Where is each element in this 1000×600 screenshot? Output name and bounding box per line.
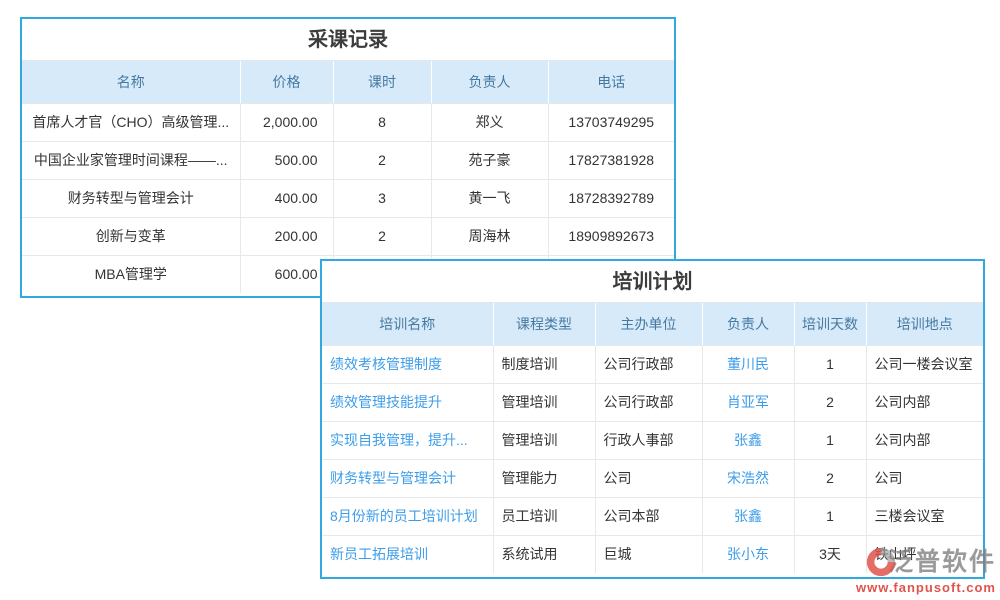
cell-name: 中国企业家管理时间课程——... [22, 141, 240, 180]
cell-location: 三楼会议室 [865, 497, 983, 536]
cell-course-type: 管理培训 [492, 421, 595, 460]
cell-price: 500.00 [239, 141, 333, 180]
cell-location: 公司内部 [865, 383, 983, 422]
col-header-days: 培训天数 [793, 303, 866, 346]
cell-owner: 黄一飞 [430, 179, 548, 218]
cell-price: 200.00 [239, 217, 333, 256]
table-row: 实现自我管理，提升... 管理培训 行政人事部 张鑫 1 公司内部 [322, 421, 983, 460]
cell-organizer: 巨城 [594, 535, 702, 573]
table-row: 首席人才官（CHO）高级管理... 2,000.00 8 郑义 13703749… [22, 103, 674, 142]
col-header-hours: 课时 [332, 61, 431, 104]
col-header-course-type: 课程类型 [492, 303, 595, 346]
training-table-title: 培训计划 [322, 261, 983, 303]
purchase-table-title: 采课记录 [22, 19, 674, 61]
cell-owner-link[interactable]: 张鑫 [701, 421, 794, 460]
purchase-records-panel: 采课记录 名称 价格 课时 负责人 电话 首席人才官（CHO）高级管理... 2… [20, 17, 676, 298]
col-header-phone: 电话 [547, 61, 674, 104]
cell-phone: 18728392789 [547, 179, 674, 218]
cell-course-type: 制度培训 [492, 345, 595, 384]
cell-hours: 2 [332, 141, 431, 180]
table-row: 新员工拓展培训 系统试用 巨城 张小东 3天 铁山坪 [322, 535, 983, 573]
cell-owner-link[interactable]: 董川民 [701, 345, 794, 384]
cell-owner: 周海林 [430, 217, 548, 256]
cell-hours: 3 [332, 179, 431, 218]
training-plan-panel: 培训计划 培训名称 课程类型 主办单位 负责人 培训天数 培训地点 绩效考核管理… [320, 259, 985, 579]
table-row: 财务转型与管理会计 400.00 3 黄一飞 18728392789 [22, 179, 674, 218]
col-header-training-name: 培训名称 [322, 303, 493, 346]
col-header-name: 名称 [22, 61, 240, 104]
cell-days: 1 [793, 421, 866, 460]
cell-days: 2 [793, 383, 866, 422]
cell-price: 2,000.00 [239, 103, 333, 142]
cell-location: 公司 [865, 459, 983, 498]
cell-owner: 苑子豪 [430, 141, 548, 180]
cell-course-type: 管理能力 [492, 459, 595, 498]
cell-training-name-link[interactable]: 8月份新的员工培训计划 [322, 497, 493, 536]
cell-training-name-link[interactable]: 财务转型与管理会计 [322, 459, 493, 498]
cell-training-name-link[interactable]: 实现自我管理，提升... [322, 421, 493, 460]
cell-course-type: 系统试用 [492, 535, 595, 573]
table-row: 绩效考核管理制度 制度培训 公司行政部 董川民 1 公司一楼会议室 [322, 345, 983, 384]
cell-owner-link[interactable]: 张鑫 [701, 497, 794, 536]
cell-organizer: 公司行政部 [594, 383, 702, 422]
table-row: 中国企业家管理时间课程——... 500.00 2 苑子豪 1782738192… [22, 141, 674, 180]
table-row: 绩效管理技能提升 管理培训 公司行政部 肖亚军 2 公司内部 [322, 383, 983, 422]
table-row: 8月份新的员工培训计划 员工培训 公司本部 张鑫 1 三楼会议室 [322, 497, 983, 536]
cell-name: MBA管理学 [22, 255, 240, 293]
cell-organizer: 公司本部 [594, 497, 702, 536]
cell-name: 财务转型与管理会计 [22, 179, 240, 218]
cell-days: 1 [793, 497, 866, 536]
cell-organizer: 公司行政部 [594, 345, 702, 384]
cell-training-name-link[interactable]: 新员工拓展培训 [322, 535, 493, 573]
cell-training-name-link[interactable]: 绩效考核管理制度 [322, 345, 493, 384]
cell-training-name-link[interactable]: 绩效管理技能提升 [322, 383, 493, 422]
cell-name: 首席人才官（CHO）高级管理... [22, 103, 240, 142]
table-row: 财务转型与管理会计 管理能力 公司 宋浩然 2 公司 [322, 459, 983, 498]
cell-organizer: 公司 [594, 459, 702, 498]
cell-days: 2 [793, 459, 866, 498]
cell-owner-link[interactable]: 肖亚军 [701, 383, 794, 422]
col-header-organizer: 主办单位 [594, 303, 702, 346]
cell-owner: 郑义 [430, 103, 548, 142]
cell-days: 1 [793, 345, 866, 384]
cell-phone: 13703749295 [547, 103, 674, 142]
cell-phone: 18909892673 [547, 217, 674, 256]
col-header-location: 培训地点 [865, 303, 983, 346]
cell-organizer: 行政人事部 [594, 421, 702, 460]
col-header-owner: 负责人 [701, 303, 794, 346]
col-header-owner: 负责人 [430, 61, 548, 104]
cell-days: 3天 [793, 535, 866, 573]
purchase-header-row: 名称 价格 课时 负责人 电话 [22, 61, 674, 104]
cell-location: 公司内部 [865, 421, 983, 460]
brand-url: www.fanpusoft.com [855, 580, 996, 595]
cell-location: 铁山坪 [865, 535, 983, 573]
cell-hours: 2 [332, 217, 431, 256]
table-row: 创新与变革 200.00 2 周海林 18909892673 [22, 217, 674, 256]
cell-course-type: 管理培训 [492, 383, 595, 422]
cell-course-type: 员工培训 [492, 497, 595, 536]
col-header-price: 价格 [239, 61, 333, 104]
cell-name: 创新与变革 [22, 217, 240, 256]
training-table: 培训名称 课程类型 主办单位 负责人 培训天数 培训地点 绩效考核管理制度 制度… [322, 303, 983, 573]
cell-owner-link[interactable]: 张小东 [701, 535, 794, 573]
cell-owner-link[interactable]: 宋浩然 [701, 459, 794, 498]
cell-price: 400.00 [239, 179, 333, 218]
cell-hours: 8 [332, 103, 431, 142]
cell-location: 公司一楼会议室 [865, 345, 983, 384]
cell-price: 600.00 [239, 255, 333, 293]
training-header-row: 培训名称 课程类型 主办单位 负责人 培训天数 培训地点 [322, 303, 983, 346]
cell-phone: 17827381928 [547, 141, 674, 180]
